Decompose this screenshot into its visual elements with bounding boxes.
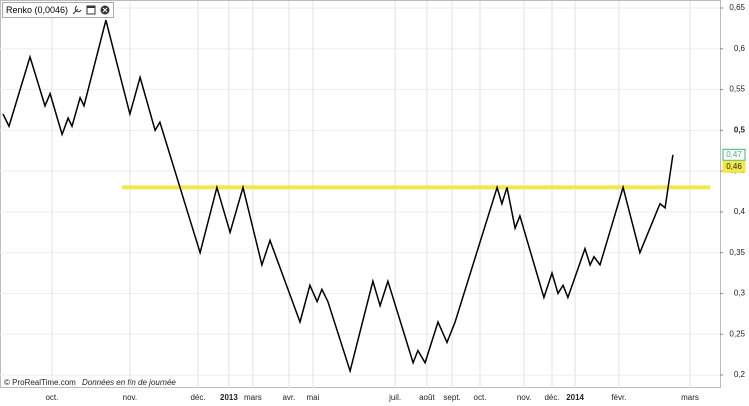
y-tick-label: 0,5	[734, 125, 746, 134]
settings-icon[interactable]	[72, 5, 82, 15]
plot-frame	[0, 0, 721, 388]
x-tick-label: mars	[244, 393, 262, 402]
x-tick-label: juil.	[388, 393, 401, 402]
x-tick-label: août	[419, 393, 435, 402]
x-tick-label: avr.	[282, 393, 295, 402]
y-tick-label: 0,35	[729, 248, 745, 257]
x-tick-label: déc.	[190, 393, 205, 402]
price-line	[2, 20, 674, 374]
x-tick-label: mai	[306, 393, 319, 402]
close-icon[interactable]	[100, 5, 110, 15]
header-title: Renko (0,0046)	[6, 5, 69, 15]
y-tick-label: 0,3	[734, 289, 746, 298]
x-tick-label: mars	[681, 393, 699, 402]
y-tick-label: 0,25	[729, 329, 745, 338]
y-tick-label: 0,55	[729, 85, 745, 94]
maximize-icon[interactable]	[86, 5, 96, 15]
x-tick-label: oct.	[45, 393, 58, 402]
x-tick-label: nov.	[123, 393, 138, 402]
x-tick-label: nov.	[517, 393, 532, 402]
x-tick-label: 2014	[566, 393, 584, 402]
y-tick-label: 0,65	[729, 3, 745, 12]
x-tick-label: 2013	[220, 393, 238, 402]
y-tick-label: 0,6	[734, 44, 746, 53]
source: © ProRealTime.com	[4, 378, 76, 387]
x-tick-label: sept.	[443, 393, 460, 402]
x-tick-label: déc.	[544, 393, 559, 402]
price-tag-label: 0,46	[726, 162, 742, 171]
x-tick-label: oct.	[474, 393, 487, 402]
note: Données en fin de journée	[82, 378, 176, 387]
header: Renko (0,0046)	[2, 2, 115, 18]
y-tick-label: 0,2	[734, 370, 746, 379]
x-tick-label: févr.	[611, 393, 626, 402]
price-tag	[722, 148, 746, 161]
price-tag	[722, 160, 746, 173]
y-tick-label: 0,4	[734, 207, 746, 216]
price-tag-label: 0,47	[726, 150, 742, 159]
